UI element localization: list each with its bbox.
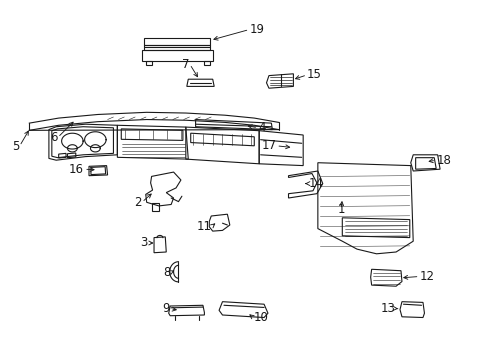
Text: 15: 15	[306, 68, 321, 81]
Text: 11: 11	[196, 220, 211, 233]
Text: 3: 3	[140, 237, 147, 249]
Text: 18: 18	[435, 154, 450, 167]
Text: 4: 4	[258, 121, 265, 134]
Text: 17: 17	[261, 139, 276, 152]
Text: 1: 1	[337, 203, 345, 216]
Text: 13: 13	[380, 302, 394, 315]
Text: 7: 7	[182, 58, 189, 71]
Text: 12: 12	[419, 270, 434, 283]
Text: 6: 6	[50, 131, 58, 144]
Text: 8: 8	[163, 266, 170, 279]
Text: 14: 14	[308, 177, 324, 190]
Text: 19: 19	[249, 23, 264, 36]
Text: 10: 10	[253, 311, 267, 324]
Text: 9: 9	[163, 302, 170, 315]
Text: 5: 5	[12, 140, 20, 153]
Text: 2: 2	[134, 196, 142, 209]
Text: 16: 16	[69, 163, 84, 176]
